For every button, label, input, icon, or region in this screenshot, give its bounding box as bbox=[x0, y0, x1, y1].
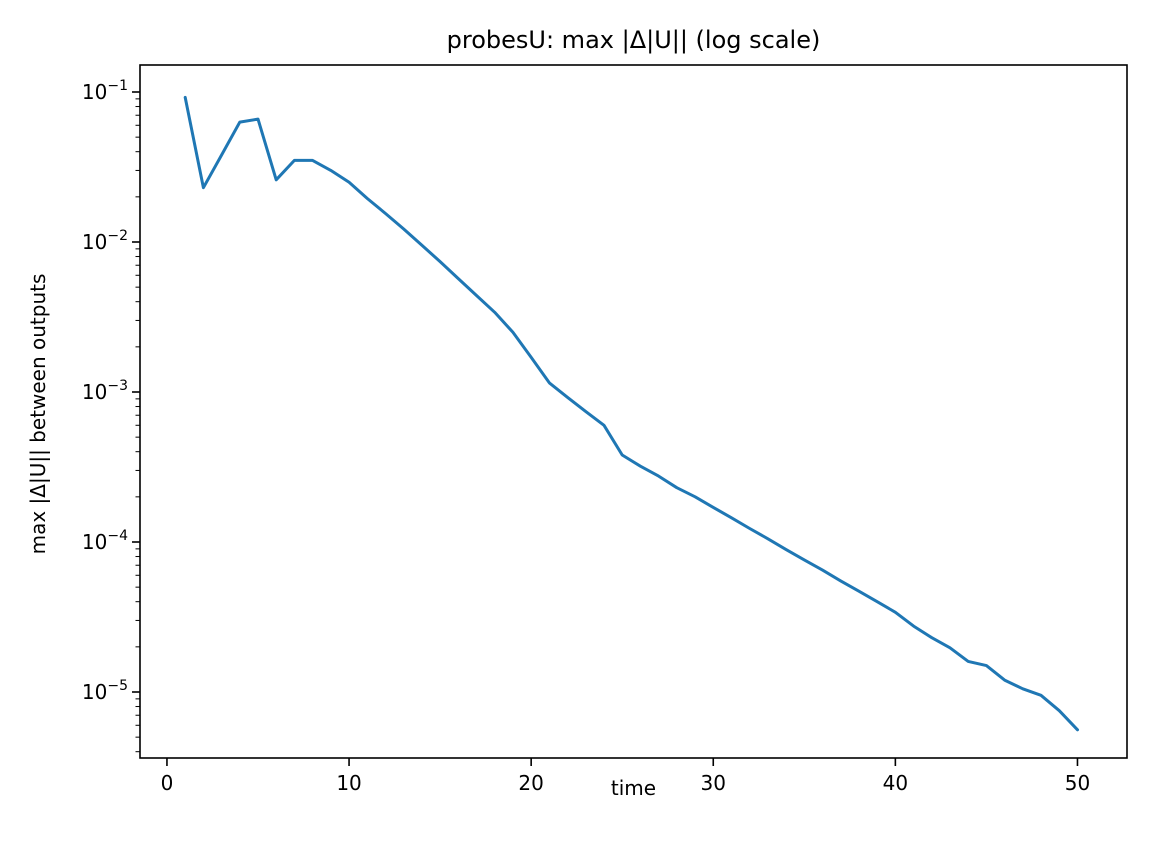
x-tick-label: 50 bbox=[1065, 771, 1090, 795]
x-tick-label: 10 bbox=[336, 771, 361, 795]
x-tick-label: 20 bbox=[518, 771, 543, 795]
y-tick-label: 10−3 bbox=[82, 378, 128, 404]
x-tick-label: 30 bbox=[701, 771, 726, 795]
y-tick-label: 10−5 bbox=[82, 678, 128, 704]
x-tick-label: 0 bbox=[161, 771, 174, 795]
y-tick-label: 10−1 bbox=[82, 78, 128, 104]
y-tick-label: 10−4 bbox=[82, 528, 128, 554]
y-axis-label: max |Δ|U|| between outputs bbox=[26, 273, 50, 555]
chart-title: probesU: max |Δ|U|| (log scale) bbox=[446, 26, 821, 54]
data-line-series bbox=[183, 95, 1079, 732]
x-tick-label: 40 bbox=[883, 771, 908, 795]
x-axis-label: time bbox=[610, 776, 657, 800]
y-tick-label: 10−2 bbox=[82, 228, 128, 254]
plot-border bbox=[139, 64, 1128, 759]
